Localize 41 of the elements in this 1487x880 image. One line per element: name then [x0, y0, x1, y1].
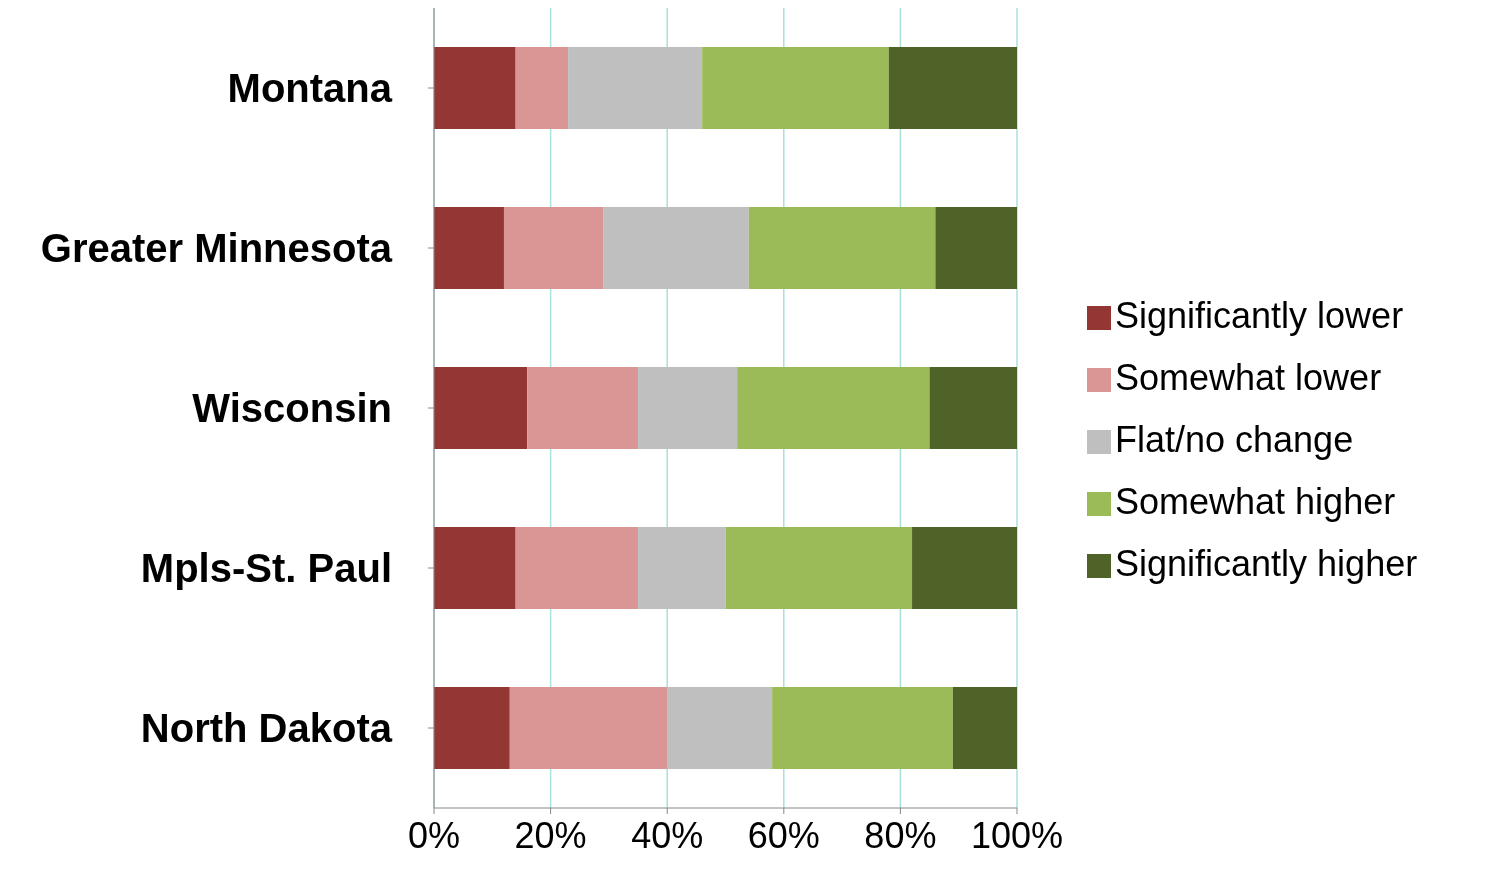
bar	[638, 527, 726, 609]
x-tick-label: 60%	[747, 814, 820, 856]
legend-label: Significantly lower	[1115, 295, 1404, 336]
bar	[434, 367, 528, 449]
x-tick-label: 20%	[514, 814, 587, 856]
bar	[638, 367, 738, 449]
x-tick-label: 40%	[631, 814, 704, 856]
y-tick-label: Greater Minnesota	[40, 226, 393, 271]
legend-label: Flat/no change	[1115, 419, 1354, 460]
bar	[929, 367, 1017, 449]
y-tick-label: Montana	[227, 66, 393, 111]
y-tick-label: North Dakota	[140, 706, 393, 751]
bar	[603, 207, 749, 289]
bar	[434, 527, 516, 609]
bar	[952, 687, 1017, 769]
bar	[509, 687, 668, 769]
y-tick-label: Wisconsin	[192, 386, 392, 431]
legend-label: Somewhat lower	[1115, 357, 1382, 398]
bar	[888, 47, 1017, 129]
bar	[772, 687, 953, 769]
bar	[702, 47, 889, 129]
bar	[515, 527, 639, 609]
x-tick-label: 80%	[864, 814, 937, 856]
bar	[748, 207, 936, 289]
bar	[935, 207, 1017, 289]
bar	[725, 527, 913, 609]
x-tick-label: 0%	[407, 814, 461, 856]
bar	[737, 367, 930, 449]
legend-label: Significantly higher	[1115, 543, 1418, 584]
bar	[434, 207, 504, 289]
bar	[434, 47, 516, 129]
bar	[434, 687, 510, 769]
y-tick-label: Mpls-St. Paul	[140, 546, 392, 591]
bar	[667, 687, 773, 769]
bar	[912, 527, 1017, 609]
x-tick-label: 100%	[970, 814, 1064, 856]
legend-label: Somewhat higher	[1115, 481, 1396, 522]
bar	[527, 367, 639, 449]
bar	[568, 47, 703, 129]
bar	[515, 47, 569, 129]
bar	[503, 207, 604, 289]
